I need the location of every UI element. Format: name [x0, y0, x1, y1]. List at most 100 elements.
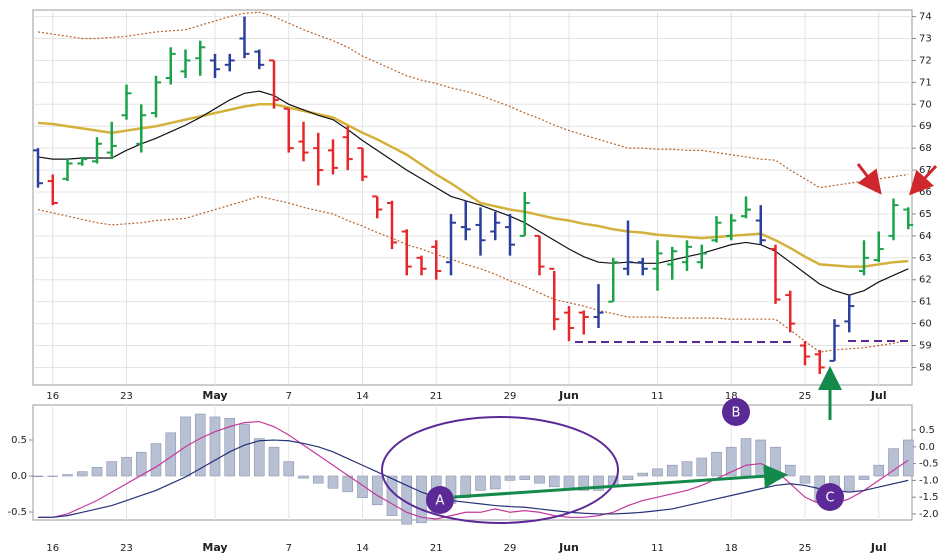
x-tick-label: 14 — [356, 543, 369, 554]
histogram-bar — [548, 475, 560, 488]
y-tick-label: 69 — [919, 121, 932, 132]
histogram-bar — [534, 475, 545, 484]
histogram-bar — [32, 475, 44, 478]
y-tick-label: 65 — [919, 209, 932, 220]
histogram-bar — [637, 472, 649, 477]
histogram-bar — [681, 461, 693, 477]
x-tick-label: 23 — [120, 543, 133, 554]
green-arrow — [453, 464, 788, 499]
y-tick-label: 61 — [919, 297, 932, 308]
x-tick-label: Jul — [870, 541, 887, 554]
histogram-bar — [519, 475, 531, 480]
y-tick-label: -2.0 — [919, 509, 939, 520]
divergence-ellipse — [381, 416, 619, 524]
y-tick-label: 60 — [919, 319, 932, 330]
histogram-bar — [622, 475, 634, 480]
histogram-bar — [666, 464, 678, 477]
histogram-bar — [696, 457, 708, 477]
marker-b — [722, 398, 750, 426]
y-tick-label: -0.5 — [7, 507, 27, 518]
y-tick-label: 62 — [919, 275, 932, 286]
histogram-bar — [740, 438, 752, 477]
y-tick-label: 58 — [919, 362, 932, 373]
histogram-bar — [268, 446, 280, 477]
x-tick-label: 16 — [46, 543, 59, 554]
y-tick-label: 71 — [919, 77, 932, 88]
marker-a — [426, 486, 454, 514]
x-tick-label: 29 — [504, 543, 517, 554]
y-tick-label: 63 — [919, 253, 932, 264]
histogram-bar — [888, 448, 899, 477]
line — [38, 420, 909, 520]
line — [38, 439, 909, 518]
histogram-bar — [504, 475, 516, 481]
x-tick-label: 29 — [504, 391, 517, 402]
histogram-bar — [711, 451, 722, 477]
histogram-bar — [784, 464, 796, 477]
x-tick-label: Jun — [558, 541, 579, 554]
histogram-bar — [902, 439, 914, 477]
histogram-bar — [121, 456, 132, 477]
x-tick-label: 16 — [46, 391, 59, 402]
y-tick-label: 66 — [919, 187, 932, 198]
x-tick-label: 14 — [356, 391, 369, 402]
histogram-bar — [770, 446, 781, 477]
x-tick-label: Jul — [870, 389, 887, 402]
x-tick-label: May — [202, 389, 227, 402]
histogram-bar — [298, 475, 309, 479]
x-tick-label: 25 — [799, 543, 812, 554]
histogram-bar — [489, 475, 501, 490]
marker-c — [816, 483, 844, 511]
y-tick-label: -0.5 — [919, 459, 939, 470]
y-tick-label: 0.5 — [11, 435, 27, 446]
histogram-bar — [475, 475, 486, 491]
x-tick-label: 7 — [286, 391, 292, 402]
histogram-bar — [799, 475, 811, 484]
histogram-bar — [135, 451, 147, 477]
histogram-bar — [327, 475, 339, 489]
annotations: A B C — [381, 163, 938, 524]
y-tick-label: -1.5 — [919, 492, 939, 503]
y-tick-label: 0.5 — [919, 425, 935, 436]
red-arrow — [856, 163, 882, 195]
y-tick-label: 64 — [919, 231, 932, 242]
red-arrow — [908, 164, 938, 196]
histogram-bar — [253, 438, 265, 477]
line — [37, 90, 909, 296]
marker-label: C — [825, 491, 834, 506]
histogram-bar — [283, 461, 295, 477]
y-tick-label: 68 — [919, 143, 932, 154]
histogram-bar — [165, 432, 177, 477]
histogram-bar — [239, 423, 250, 477]
y-tick-label: 0.0 — [11, 471, 27, 482]
x-tick-label: 18 — [725, 543, 738, 554]
histogram-bar — [843, 475, 855, 491]
x-tick-label: 11 — [651, 391, 664, 402]
histogram-bar — [652, 468, 663, 477]
histogram-bar — [194, 413, 206, 477]
histogram-bar — [62, 474, 73, 477]
histogram-bar — [150, 443, 162, 477]
histogram-bar — [578, 475, 590, 491]
histogram-bar — [755, 439, 767, 477]
x-tick-label: 25 — [799, 391, 812, 402]
histogram-bar — [858, 475, 870, 480]
x-tick-label: Jun — [558, 389, 579, 402]
histogram-bar — [460, 475, 472, 498]
histogram-bar — [371, 475, 383, 506]
marker-label: A — [436, 494, 445, 509]
histogram-bar — [563, 475, 575, 490]
x-tick-label: 21 — [430, 391, 443, 402]
histogram-bar — [106, 461, 118, 477]
y-tick-label: 59 — [919, 341, 932, 352]
y-tick-label: -1.0 — [919, 475, 939, 486]
y-tick-label: 72 — [919, 55, 932, 66]
y-tick-label: 74 — [919, 12, 932, 23]
y-tick-label: 73 — [919, 34, 932, 45]
histogram-bar — [312, 475, 324, 484]
histogram-bar — [873, 464, 885, 477]
histogram-bar — [224, 418, 236, 477]
x-tick-label: 23 — [120, 391, 133, 402]
histogram-bar — [209, 416, 221, 477]
